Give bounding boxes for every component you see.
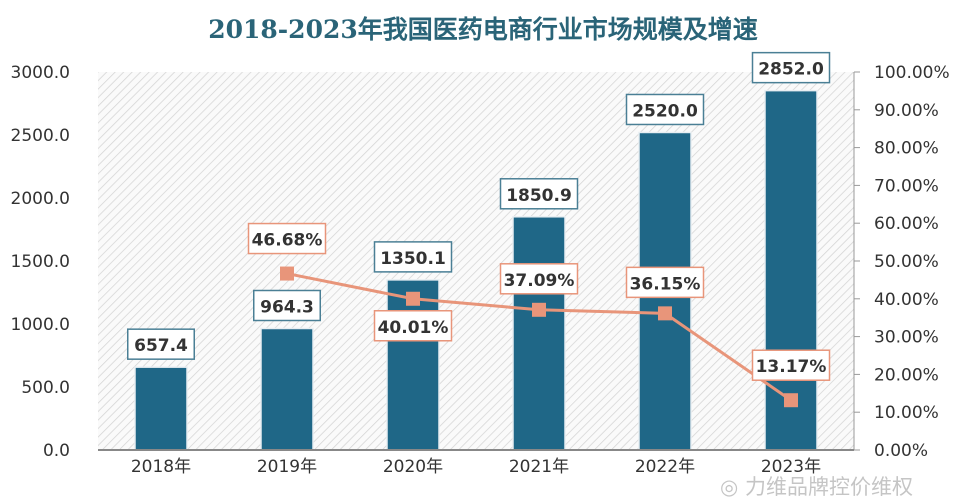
y-left-tick-label: 2500.0 [11,126,70,146]
bar-value-label-box [499,178,579,210]
bar-value-label-box [751,51,831,84]
growth-marker [658,306,672,321]
bar-value-label: 1850.9 [506,186,572,206]
growth-value-label: 40.01% [378,318,449,338]
y-left-tick-label: 3000.0 [11,63,70,83]
bar-value-label: 657.4 [134,336,188,356]
y-left-tick-label: 0.0 [43,441,70,461]
growth-value-label-box [373,310,453,342]
bar [134,366,188,451]
x-tick-label: 2021年 [509,457,569,477]
bar [386,279,440,451]
y-left-tick-label: 1000.0 [11,315,70,335]
bar-value-label: 2852.0 [758,60,824,80]
growth-value-label: 46.68% [252,231,323,251]
bar [260,327,314,451]
bar-value-label-box [127,328,195,360]
chart-title: 2018-2023年我国医药电商行业市场规模及增速 [208,15,758,44]
watermark: ◎ 力维品牌控价维权 [720,475,913,499]
bar-value-label: 2520.0 [632,101,698,121]
growth-marker [532,302,546,317]
bar-value-label-box [253,289,321,322]
y-right-tick-label: 40.00% [874,290,939,310]
growth-value-label-box [625,266,705,299]
y-right-tick-label: 70.00% [874,176,939,196]
weibo-icon: ◎ [720,475,745,499]
bar-value-label-box [373,241,453,273]
growth-value-label-box [499,263,579,295]
bar-value-label-box [625,93,705,126]
growth-value-label: 37.09% [504,271,575,291]
y-left-tick-label: 500.0 [21,378,70,398]
y-right-tick-label: 20.00% [874,365,939,385]
growth-marker [406,291,420,306]
plot-area [98,72,854,450]
x-tick-label: 2023年 [761,457,821,477]
growth-value-label: 13.17% [756,357,827,377]
x-tick-label: 2019年 [257,457,317,477]
y-right-tick-label: 80.00% [874,139,939,159]
y-right-tick-label: 0.00% [874,441,928,461]
growth-value-label-box [751,349,831,381]
bar [764,89,818,451]
y-right-tick-label: 90.00% [874,101,939,121]
growth-value-label: 36.15% [630,274,701,294]
y-right-tick-label: 100.00% [874,63,950,83]
x-tick-label: 2022年 [635,457,695,477]
y-right-tick-label: 60.00% [874,214,939,234]
y-left-tick-label: 1500.0 [11,252,70,272]
growth-marker [280,266,294,281]
bar-value-label: 964.3 [260,297,314,317]
x-tick-label: 2020年 [383,457,443,477]
y-right-tick-label: 50.00% [874,252,939,272]
bar-value-label: 1350.1 [380,249,446,269]
x-tick-label: 2018年 [131,457,191,477]
bar [512,216,566,451]
y-right-tick-label: 10.00% [874,403,939,423]
growth-value-label-box [247,222,327,255]
y-left-tick-label: 2000.0 [11,189,70,209]
growth-marker [784,393,798,408]
y-right-tick-label: 30.00% [874,328,939,348]
